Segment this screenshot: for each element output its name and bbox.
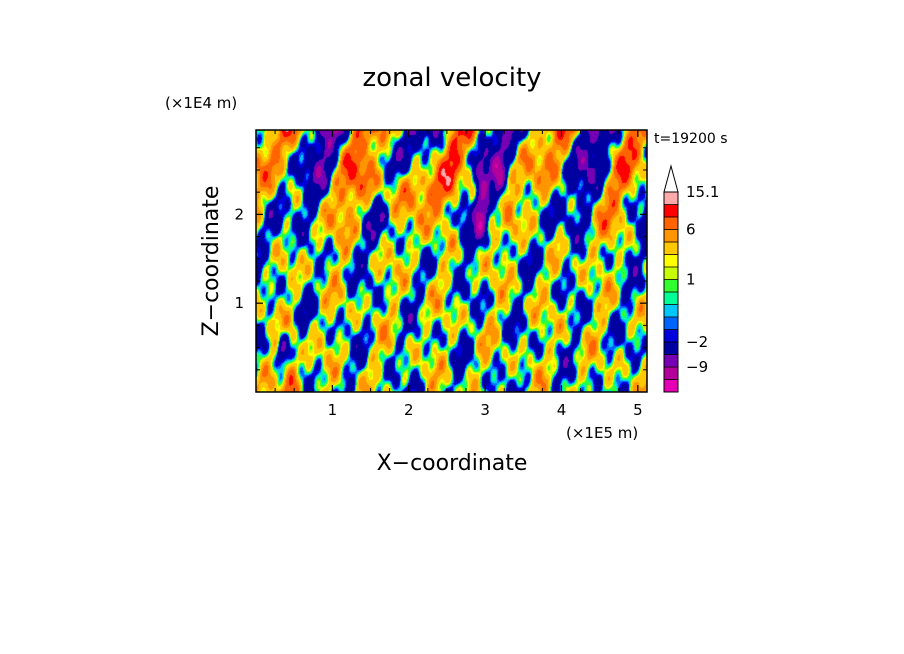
- colorbar-swatch: [664, 317, 678, 330]
- colorbar-extend-arrow: [663, 164, 679, 193]
- colorbar-swatch: [664, 267, 678, 280]
- x-tick-label: 3: [480, 401, 490, 419]
- colorbar-swatch: [664, 292, 678, 305]
- colorbar-swatch: [664, 229, 678, 243]
- colorbar-swatch: [664, 342, 678, 355]
- x-tick-label: 4: [557, 401, 567, 419]
- colorbar-label: 15.1: [686, 183, 719, 201]
- chart-title: zonal velocity: [362, 63, 541, 93]
- colorbar-swatch: [664, 204, 678, 218]
- colorbar-swatch: [664, 304, 678, 318]
- x-tick-label: 2: [404, 401, 414, 419]
- y-axis-label: Z−coordinate: [199, 186, 224, 337]
- colorbar: 15.1 6 1 −2 −9: [663, 164, 719, 393]
- velocity-field-raster: [256, 130, 647, 392]
- colorbar-swatch: [664, 379, 678, 393]
- y-tick-label: 1: [234, 294, 244, 312]
- y-unit-label: (×1E4 m): [165, 94, 237, 112]
- colorbar-label: −9: [686, 358, 708, 376]
- y-axis-ticks: 12: [234, 147, 647, 371]
- plot-frame: [255, 129, 648, 393]
- x-tick-label: 5: [633, 401, 643, 419]
- colorbar-swatch: [664, 242, 678, 255]
- colorbar-label: 1: [686, 271, 696, 289]
- velocity-field: [256, 130, 647, 392]
- colorbar-label: 6: [686, 221, 696, 239]
- colorbar-swatch: [664, 329, 678, 343]
- x-unit-label: (×1E5 m): [566, 424, 638, 442]
- colorbar-swatch: [664, 192, 678, 205]
- colorbar-swatch: [664, 217, 678, 230]
- colorbar-label: −2: [686, 333, 708, 351]
- time-label: t=19200 s: [654, 131, 728, 147]
- colorbar-swatch: [664, 354, 678, 368]
- colorbar-swatch: [664, 279, 678, 293]
- colorbar-swatch: [664, 254, 678, 268]
- colorbar-swatch: [664, 367, 678, 380]
- x-tick-label: 1: [328, 401, 338, 419]
- x-axis-ticks: 1 2 3 4 5: [274, 130, 643, 419]
- y-tick-label: 2: [234, 205, 244, 223]
- x-axis-label: X−coordinate: [377, 451, 528, 476]
